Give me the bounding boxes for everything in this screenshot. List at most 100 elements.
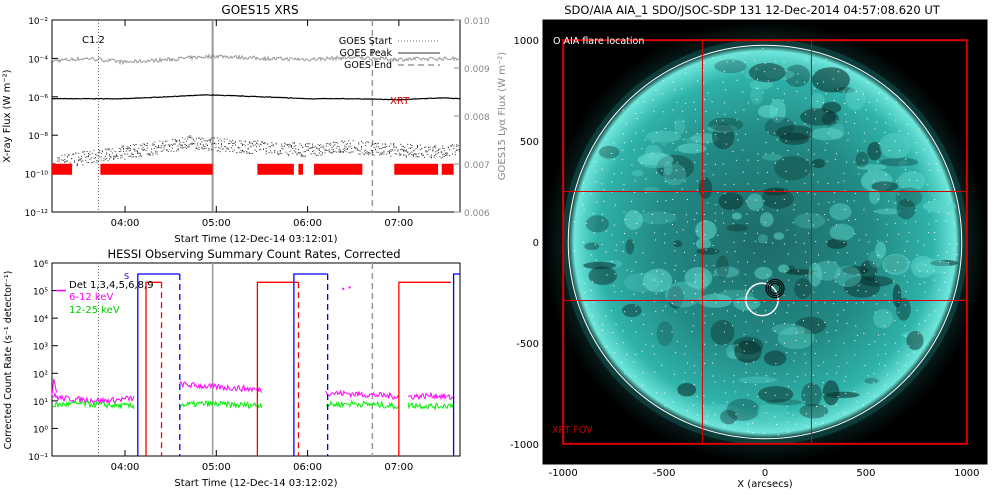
goes-short-channel-point bbox=[208, 149, 210, 151]
goes-xrt-interval bbox=[100, 163, 213, 175]
goes-short-channel-point bbox=[369, 153, 371, 155]
goes-short-channel-point bbox=[400, 149, 402, 151]
aia-flare-dot bbox=[704, 164, 706, 166]
aia-flare-dot bbox=[843, 180, 845, 182]
goes-short-channel-point bbox=[64, 159, 66, 161]
goes-short-channel-point bbox=[131, 156, 133, 158]
goes-short-channel-point bbox=[368, 153, 369, 155]
aia-flare-dot bbox=[886, 98, 888, 99]
aia-flare-dot bbox=[934, 310, 936, 312]
goes-y2-axis-label: GOES15 Lyα Flux (W m⁻²) bbox=[497, 52, 508, 180]
aia-flare-dot bbox=[767, 171, 768, 173]
aia-flare-dot bbox=[641, 111, 643, 113]
goes-short-channel-point bbox=[397, 149, 399, 151]
goes-short-channel-point bbox=[225, 150, 227, 152]
aia-flare-dot bbox=[863, 159, 865, 161]
aia-flare-dot bbox=[806, 159, 808, 161]
aia-flare-dot bbox=[864, 264, 866, 266]
aia-flare-dot bbox=[886, 209, 888, 211]
goes-short-channel-point bbox=[86, 151, 88, 152]
aia-flare-dot bbox=[813, 272, 815, 274]
aia-flare-dot bbox=[635, 310, 637, 312]
aia-flare-dot bbox=[606, 274, 608, 276]
aia-flare-dot bbox=[736, 119, 738, 121]
aia-flare-dot bbox=[802, 320, 804, 321]
aia-flare-dot bbox=[745, 372, 747, 374]
goes-short-channel-point bbox=[272, 143, 274, 145]
aia-flare-dot bbox=[835, 330, 837, 331]
goes-short-channel-point bbox=[456, 149, 458, 151]
goes-short-channel-point bbox=[459, 150, 460, 152]
aia-flare-dot bbox=[615, 250, 617, 251]
aia-flare-dot bbox=[737, 199, 739, 200]
goes-short-channel-point bbox=[303, 156, 305, 157]
aia-flare-dot bbox=[868, 392, 870, 394]
aia-flare-dot bbox=[835, 354, 837, 356]
goes-short-channel-point bbox=[225, 146, 227, 148]
aia-texture-blob bbox=[677, 143, 707, 154]
aia-flare-dot bbox=[776, 424, 778, 425]
aia-flare-dot bbox=[614, 291, 616, 293]
aia-flare-dot bbox=[695, 274, 697, 276]
aia-flare-dot bbox=[907, 123, 909, 125]
goes-short-channel-point bbox=[184, 146, 186, 148]
aia-flare-dot bbox=[635, 113, 637, 114]
aia-flare-dot bbox=[877, 240, 879, 242]
goes-short-channel-point bbox=[92, 152, 94, 154]
goes-short-channel-point bbox=[61, 154, 63, 156]
hessi-y-tick-label: 10⁻¹ bbox=[28, 453, 48, 463]
aia-flare-dot bbox=[787, 253, 789, 255]
goes-short-channel-point bbox=[261, 140, 263, 142]
goes-short-channel-point bbox=[349, 145, 351, 147]
aia-flare-dot bbox=[855, 91, 857, 93]
goes-short-channel-point bbox=[246, 152, 248, 154]
aia-flare-dot bbox=[717, 234, 719, 236]
aia-flare-dot bbox=[632, 241, 634, 243]
goes-short-channel-point bbox=[313, 147, 315, 148]
aia-flare-dot bbox=[918, 323, 920, 325]
aia-flare-dot bbox=[643, 323, 645, 325]
goes-short-channel-point bbox=[433, 155, 435, 156]
aia-flare-dot bbox=[633, 293, 635, 295]
goes-short-channel-point bbox=[151, 148, 152, 150]
goes-short-channel-point bbox=[148, 154, 150, 156]
aia-flare-dot bbox=[613, 285, 615, 287]
aia-flare-dot bbox=[833, 201, 835, 203]
aia-flare-dot bbox=[751, 422, 753, 424]
aia-flare-dot bbox=[642, 292, 644, 294]
goes-short-channel-point bbox=[449, 155, 451, 157]
aia-flare-dot bbox=[808, 386, 810, 388]
goes-short-channel-point bbox=[275, 143, 277, 145]
aia-flare-dot bbox=[641, 162, 642, 164]
aia-flare-dot bbox=[726, 401, 728, 403]
aia-flare-dot bbox=[702, 130, 704, 132]
goes-short-channel-point bbox=[431, 154, 432, 156]
goes-short-channel-point bbox=[179, 143, 180, 145]
aia-flare-dot bbox=[703, 178, 705, 180]
aia-flare-dot bbox=[613, 173, 615, 175]
goes-short-channel-point bbox=[436, 150, 438, 152]
aia-texture-blob bbox=[914, 258, 951, 275]
goes-short-channel-point bbox=[323, 145, 325, 147]
goes-short-channel-point bbox=[176, 140, 178, 142]
aia-flare-dot bbox=[752, 189, 754, 191]
aia-flare-dot bbox=[595, 259, 597, 261]
goes-short-channel-point bbox=[104, 155, 106, 157]
goes-x-tick-label: 07:00 bbox=[384, 218, 413, 229]
goes-short-channel-point bbox=[404, 147, 406, 148]
goes-short-channel-point bbox=[163, 148, 165, 150]
goes-short-channel-point bbox=[361, 148, 362, 150]
aia-flare-dot bbox=[622, 189, 624, 191]
goes-short-channel-point bbox=[149, 153, 151, 155]
aia-flare-dot bbox=[897, 261, 899, 263]
goes-short-channel-point bbox=[159, 146, 161, 148]
goes-short-channel-point bbox=[158, 146, 159, 148]
goes-short-channel-point bbox=[187, 138, 189, 140]
aia-flare-dot bbox=[844, 209, 846, 210]
goes-short-channel-point bbox=[314, 153, 316, 155]
aia-flare-dot bbox=[684, 353, 686, 355]
aia-flare-dot bbox=[622, 241, 624, 243]
aia-texture-blob bbox=[663, 161, 673, 176]
aia-flare-dot bbox=[723, 425, 725, 427]
aia-flare-contour bbox=[767, 280, 783, 297]
